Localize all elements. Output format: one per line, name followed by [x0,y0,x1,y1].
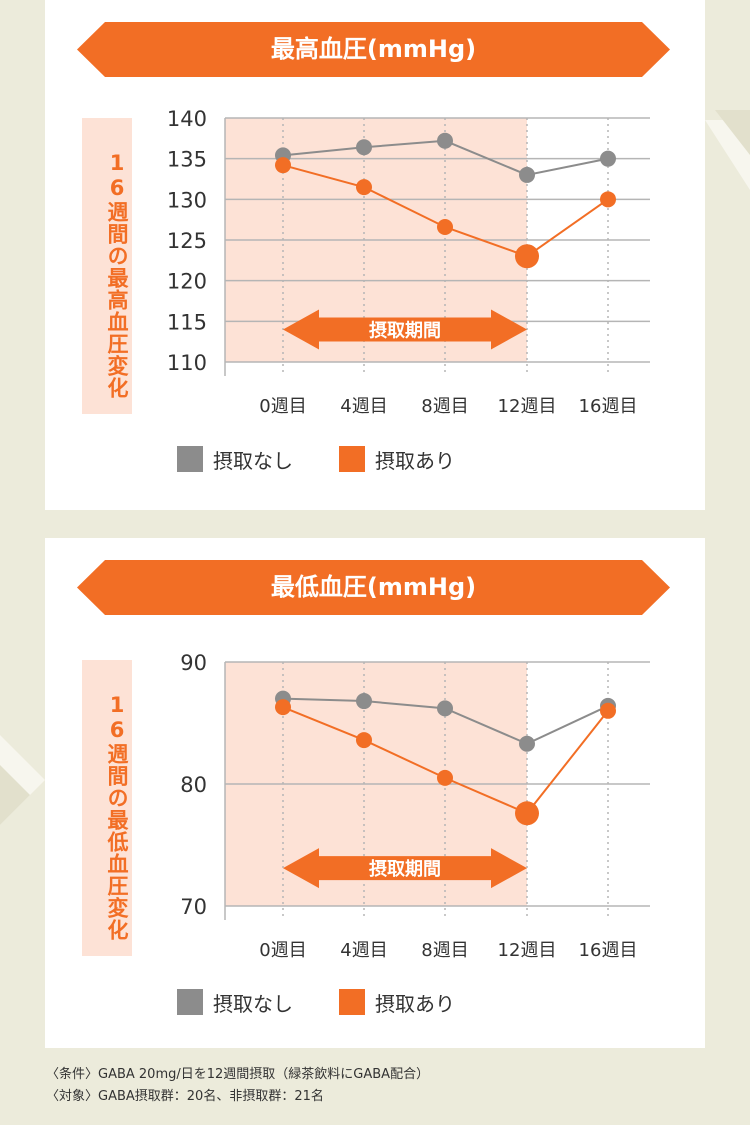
data-point-intake [275,157,291,174]
chart-title: 最低血圧(mmHg) [270,573,477,601]
data-point-no-intake [437,700,453,717]
x-tick-label: 12週目 [498,396,557,417]
data-point-no-intake [519,735,535,752]
y-tick-label: 115 [167,310,207,334]
x-tick-label: 4週目 [340,940,387,961]
data-point-intake [356,179,372,196]
chart-title-banner: 最高血圧(mmHg) [77,22,670,77]
data-point-no-intake [356,139,372,156]
data-point-no-intake [437,132,453,149]
x-tick-label: 0週目 [259,396,306,417]
data-point-intake [600,702,616,719]
systolic-chart-panel: 最高血圧(mmHg) 16週間の最高血圧変化 110 115 120 125 130 13… [45,0,705,510]
legend-item-no-intake: 摂取なし [177,988,293,1016]
intake-period-label: 摂取期間 [369,858,441,880]
footnote-subjects: 〈対象〉GABA摂取群：20名、非摂取群：21名 [46,1089,324,1104]
legend-swatch-orange [339,446,365,472]
legend-label-intake: 摂取あり [375,448,455,473]
diastolic-chart-panel: 最低血圧(mmHg) 16週間の最低血圧変化 70 80 90 0週目 4週目 8週目 12… [45,538,705,1048]
y-tick-label: 125 [167,229,207,253]
intake-period-arrow [283,848,527,889]
data-point-intake [275,699,291,716]
data-point-intake [437,218,453,235]
x-tick-label: 16週目 [579,940,638,961]
legend-swatch-gray [177,446,203,472]
x-tick-label: 16週目 [579,396,638,417]
y-tick-label: 130 [167,188,207,212]
legend-swatch-orange [339,989,365,1015]
data-point-no-intake [356,693,372,710]
legend-item-intake: 摂取あり [339,988,455,1016]
legend-swatch-gray [177,989,203,1015]
chart-title-banner: 最低血圧(mmHg) [77,560,670,615]
data-point-intake [515,801,539,826]
x-tick-label: 8週目 [421,396,468,417]
background-decoration-left [0,735,45,825]
banner-arrow-shape [77,560,670,615]
y-tick-label: 140 [167,107,207,131]
y-tick-label: 90 [180,651,207,675]
x-tick-label: 4週目 [340,396,387,417]
banner-arrow-shape [77,22,670,77]
data-point-intake [437,769,453,786]
legend-item-intake: 摂取あり [339,445,455,473]
y-tick-label: 110 [167,351,207,375]
y-tick-label: 135 [167,148,207,172]
legend-label-intake: 摂取あり [375,991,455,1016]
x-tick-label: 8週目 [421,940,468,961]
y-axis-label: 16週間の最高血圧変化 [82,118,132,414]
legend-label-no-intake: 摂取なし [213,448,293,473]
systolic-line-chart: 110 115 120 125 130 135 140 0週目 4週目 8週目 12週目 16週目 摂取… [167,107,650,417]
data-point-intake [600,191,616,208]
x-tick-label: 0週目 [259,940,306,961]
background-decoration-right [705,110,750,190]
data-point-intake [515,244,539,269]
legend-item-no-intake: 摂取なし [177,445,293,473]
data-point-no-intake [600,150,616,167]
legend: 摂取なし 摂取あり [177,988,597,1016]
y-tick-label: 120 [167,270,207,294]
x-tick-label: 12週目 [498,940,557,961]
y-tick-label: 80 [180,773,207,797]
data-point-intake [356,732,372,749]
diastolic-line-chart: 70 80 90 0週目 4週目 8週目 12週目 16週目 摂取期間 [180,651,650,961]
y-axis-label: 16週間の最低血圧変化 [82,660,132,956]
legend-label-no-intake: 摂取なし [213,991,293,1016]
legend: 摂取なし 摂取あり [177,445,597,473]
intake-period-label: 摂取期間 [369,319,441,341]
intake-period-arrow [283,309,527,350]
chart-title: 最高血圧(mmHg) [270,35,477,63]
footnote-condition: 〈条件〉GABA 20mg/日を12週間摂取（緑茶飲料にGABA配合） [46,1067,430,1082]
y-tick-label: 70 [180,895,207,919]
data-point-no-intake [519,166,535,183]
